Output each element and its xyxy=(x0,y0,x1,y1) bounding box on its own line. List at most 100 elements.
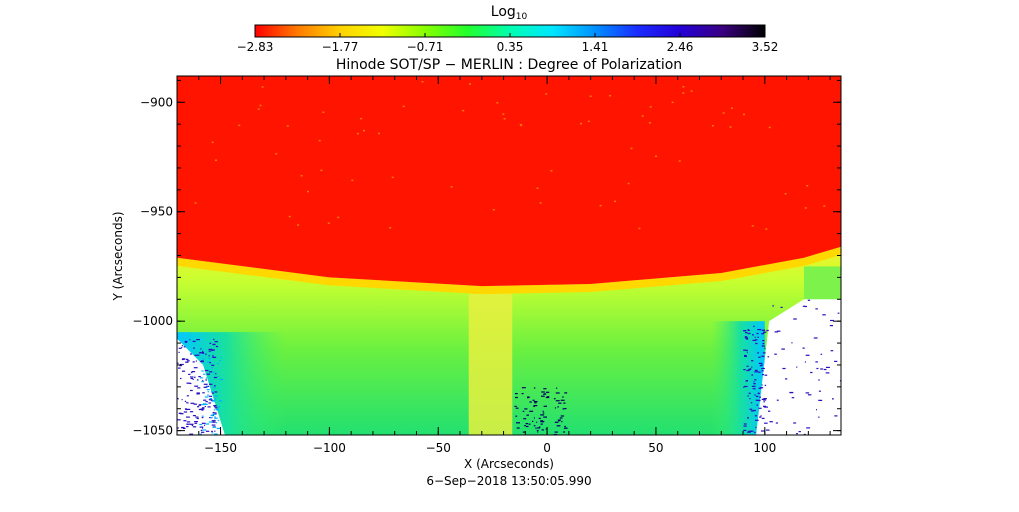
noise-speck xyxy=(194,421,198,423)
noise-speck xyxy=(536,429,539,432)
x-tick-label: −50 xyxy=(426,441,451,455)
noise-speck xyxy=(219,359,221,362)
noise-speck xyxy=(193,367,198,369)
noise-speck xyxy=(185,361,189,363)
noise-speck xyxy=(211,424,216,426)
noise-speck xyxy=(796,366,798,368)
noise-speck xyxy=(815,361,818,363)
noise-speck xyxy=(775,422,778,424)
y-tick-label: −1000 xyxy=(132,314,173,328)
noise-speck xyxy=(542,410,544,412)
disk-speck xyxy=(638,227,641,230)
noise-speck xyxy=(182,358,186,360)
noise-speck xyxy=(785,378,788,380)
noise-speck xyxy=(178,367,181,369)
noise-speck xyxy=(743,386,745,388)
noise-speck xyxy=(752,339,756,341)
noise-speck xyxy=(758,356,761,358)
disk-speck xyxy=(360,117,363,120)
noise-speck xyxy=(747,332,751,335)
noise-speck xyxy=(211,430,213,432)
noise-speck xyxy=(214,433,218,435)
noise-speck xyxy=(791,397,795,399)
noise-speck xyxy=(514,405,517,407)
noise-speck xyxy=(757,352,759,354)
noise-speck xyxy=(542,412,545,414)
disk-speck xyxy=(469,83,471,85)
disk-speck xyxy=(322,111,325,113)
noise-speck xyxy=(524,425,526,427)
noise-speck xyxy=(545,428,548,430)
noise-speck xyxy=(515,396,518,399)
noise-speck xyxy=(752,409,756,412)
noise-speck xyxy=(212,415,214,417)
disk-speck xyxy=(627,182,630,185)
disk-speck xyxy=(421,81,424,83)
noise-speck xyxy=(532,399,535,401)
noise-speck xyxy=(755,419,759,421)
noise-speck xyxy=(192,340,196,342)
noise-speck xyxy=(217,406,220,408)
noise-speck xyxy=(763,332,766,334)
noise-speck xyxy=(217,419,220,422)
noise-speck xyxy=(762,340,765,342)
disk-speck xyxy=(297,224,300,226)
noise-speck xyxy=(754,369,758,371)
noise-speck xyxy=(563,402,566,404)
disk-speck xyxy=(614,200,616,203)
noise-speck xyxy=(561,421,563,423)
noise-speck xyxy=(211,349,214,351)
noise-speck xyxy=(815,308,818,310)
noise-speck xyxy=(205,423,210,425)
noise-speck xyxy=(192,361,195,363)
disk-speck xyxy=(587,120,590,123)
noise-speck xyxy=(554,421,559,423)
noise-speck xyxy=(523,418,527,420)
disk-speck xyxy=(806,185,809,187)
noise-speck xyxy=(190,353,192,355)
noise-speck xyxy=(522,431,526,433)
noise-speck xyxy=(760,415,762,417)
noise-speck xyxy=(533,425,536,427)
right-step-region xyxy=(803,266,841,300)
noise-speck xyxy=(832,398,834,400)
noise-speck xyxy=(747,431,751,433)
noise-speck xyxy=(201,422,206,424)
noise-speck xyxy=(822,314,826,316)
noise-speck xyxy=(220,357,222,359)
disk-speck xyxy=(261,86,264,88)
noise-speck xyxy=(183,346,186,348)
noise-speck xyxy=(798,431,801,433)
noise-speck xyxy=(744,337,749,339)
noise-speck xyxy=(540,421,545,423)
noise-speck xyxy=(186,421,191,423)
noise-speck xyxy=(200,408,205,410)
noise-speck xyxy=(209,362,212,364)
noise-speck xyxy=(563,431,566,433)
disk-speck xyxy=(580,122,582,125)
noise-speck xyxy=(761,355,765,357)
noise-speck xyxy=(762,374,764,376)
noise-speck xyxy=(208,399,213,401)
noise-speck xyxy=(743,369,746,371)
noise-speck xyxy=(215,345,219,348)
noise-speck xyxy=(818,390,821,392)
noise-speck xyxy=(521,393,524,395)
noise-speck xyxy=(837,312,840,314)
noise-speck xyxy=(214,412,217,414)
colorbar-tick-label: −0.71 xyxy=(407,40,444,54)
noise-speck xyxy=(820,353,823,355)
noise-speck xyxy=(557,406,559,408)
noise-speck xyxy=(743,349,747,351)
noise-speck xyxy=(212,355,214,357)
noise-speck xyxy=(774,331,778,333)
noise-speck xyxy=(834,360,838,362)
noise-speck xyxy=(201,404,205,406)
noise-speck xyxy=(202,392,205,394)
y-tick-label: −950 xyxy=(140,205,173,219)
noise-speck xyxy=(209,342,212,344)
noise-speck xyxy=(754,371,759,373)
noise-speck xyxy=(197,387,201,389)
colorbar-tick-label: 0.35 xyxy=(497,40,524,54)
disk-speck xyxy=(520,124,523,127)
